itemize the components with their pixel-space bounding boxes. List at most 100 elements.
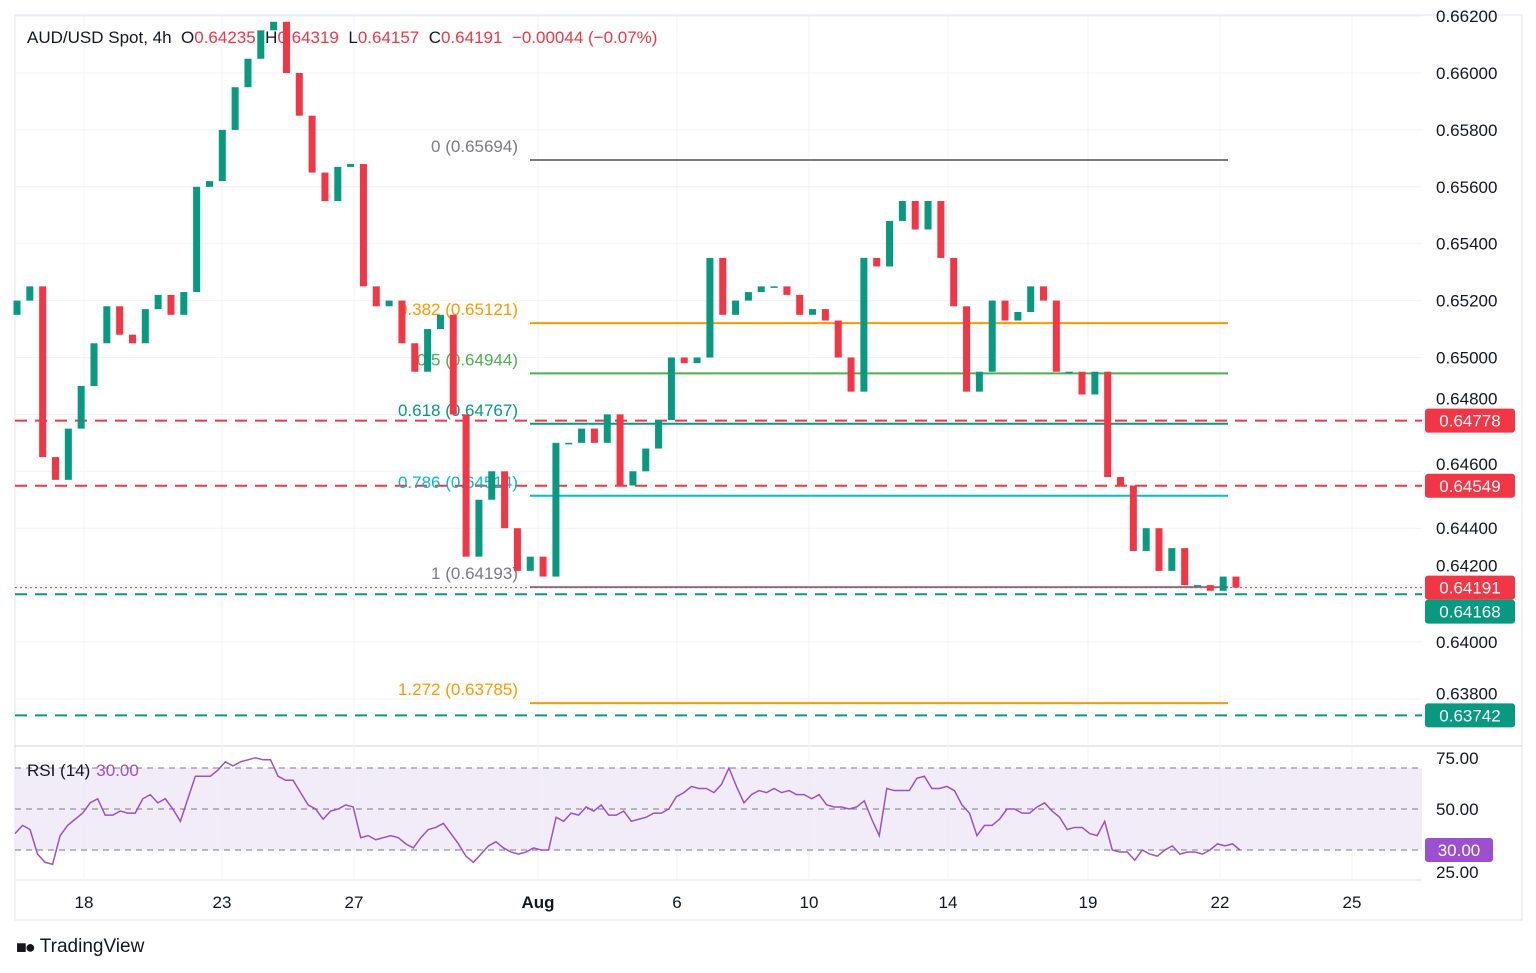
candle-down <box>1129 485 1137 551</box>
candle-down <box>1206 585 1214 591</box>
y-tick-label: 0.64800 <box>1436 390 1497 409</box>
last-price-tag: 0.64191 <box>1439 579 1500 598</box>
candle-down <box>128 334 136 344</box>
candle-up <box>270 21 278 31</box>
y-tick-label: 0.64600 <box>1436 455 1497 474</box>
candle-down <box>39 286 47 458</box>
candle-down <box>1078 371 1086 395</box>
candle-down <box>167 294 175 315</box>
symbol-legend: AUD/USD Spot, 4h O0.64235 H0.64319 L0.64… <box>27 28 657 48</box>
candle-up <box>1027 286 1035 312</box>
tradingview-logo[interactable]: ■● TradingView <box>16 936 144 958</box>
candle-up <box>565 442 573 445</box>
y-tick-label: 0.64000 <box>1436 633 1497 652</box>
candle-down <box>911 201 919 230</box>
candle-up <box>1091 371 1099 395</box>
fib-label-1: 1 (0.64193) <box>431 564 518 583</box>
candle-up <box>655 420 663 449</box>
candle-up <box>578 428 586 443</box>
candle-up <box>180 292 188 315</box>
y-tick-label: 0.65000 <box>1436 349 1497 368</box>
candle-up <box>205 181 213 187</box>
candle-down <box>321 172 329 202</box>
level-price-tag: 0.64549 <box>1439 477 1500 496</box>
candle-up <box>64 428 72 480</box>
candle-down <box>950 257 958 307</box>
level-price-tag-bg <box>1425 599 1515 624</box>
candle-up <box>603 414 611 443</box>
fib-label-0.382: 0.382 (0.65121) <box>398 300 518 319</box>
open-label: O <box>181 28 195 47</box>
candle-up <box>385 300 393 307</box>
candle-up <box>860 257 868 392</box>
level-price-tag: 0.63742 <box>1439 706 1500 725</box>
close-value: 0.64191 <box>441 28 503 47</box>
rsi-tick-label: 75.00 <box>1436 749 1479 768</box>
candle-up <box>924 201 932 230</box>
candle-up <box>1065 371 1073 374</box>
candle-down <box>1232 576 1240 588</box>
candle-up <box>334 166 342 202</box>
candle-down <box>821 309 829 321</box>
candle-up <box>757 286 765 293</box>
tradingview-logo-icon: ■● <box>16 936 36 957</box>
y-tick-label: 0.66200 <box>1436 7 1497 26</box>
candle-down <box>372 286 380 307</box>
candle-down <box>308 115 316 173</box>
candle-down <box>449 314 457 415</box>
x-tick-label: 22 <box>1211 893 1230 912</box>
candle-down <box>963 306 971 392</box>
level-price-tag-bg <box>1425 473 1515 498</box>
candle-down <box>501 471 509 529</box>
y-tick-label: 0.65400 <box>1436 235 1497 254</box>
rsi-value-tag: 30.00 <box>1438 841 1481 860</box>
candle-up <box>1168 548 1176 571</box>
y-tick-label: 0.66000 <box>1436 64 1497 83</box>
candle-up <box>770 286 778 288</box>
candle-down <box>411 343 419 372</box>
candle-up <box>141 309 149 344</box>
candle-down <box>680 357 688 364</box>
fib-label-0.618: 0.618 (0.64767) <box>398 401 518 420</box>
last-price-tag-bg <box>1425 575 1515 600</box>
candle-down <box>847 357 855 392</box>
candle-down <box>51 457 59 480</box>
x-tick-label: 6 <box>672 893 681 912</box>
level-price-tag-bg <box>1425 703 1515 728</box>
candle-down <box>616 414 624 486</box>
candle-up <box>693 357 701 364</box>
brand-name: TradingView <box>39 936 145 957</box>
y-tick-label: 0.63800 <box>1436 684 1497 703</box>
low-label: L <box>348 28 358 47</box>
candle-up <box>436 314 444 330</box>
candle-up <box>667 357 675 421</box>
candle-up <box>347 164 355 167</box>
y-tick-label: 0.65800 <box>1436 121 1497 140</box>
rsi-name: RSI (14) <box>27 761 91 780</box>
candle-up <box>103 306 111 344</box>
rsi-legend: RSI (14) 30.00 <box>27 761 139 781</box>
candle-up <box>706 257 714 358</box>
x-tick-label: 25 <box>1343 893 1362 912</box>
candle-up <box>1142 528 1150 551</box>
candle-down <box>796 294 804 315</box>
fib-label-0: 0 (0.65694) <box>431 137 518 156</box>
level-price-tag: 0.64168 <box>1439 603 1500 622</box>
y-tick-label: 0.65600 <box>1436 178 1497 197</box>
fib-label-1.272: 1.272 (0.63785) <box>398 680 518 699</box>
candle-up <box>244 58 252 88</box>
candle-up <box>218 129 226 182</box>
x-tick-label: 23 <box>213 893 232 912</box>
candle-up <box>1194 585 1202 587</box>
candle-down <box>539 556 547 577</box>
close-label: C <box>428 28 441 47</box>
candle-up <box>629 471 637 486</box>
candle-down <box>398 300 406 344</box>
fib-label-0.786: 0.786 (0.64514) <box>398 473 518 492</box>
x-tick-label: 10 <box>800 893 819 912</box>
level-price-tag: 0.64778 <box>1439 412 1500 431</box>
candle-up <box>13 300 21 315</box>
candle-down <box>937 201 945 258</box>
x-tick-label: 19 <box>1079 893 1098 912</box>
